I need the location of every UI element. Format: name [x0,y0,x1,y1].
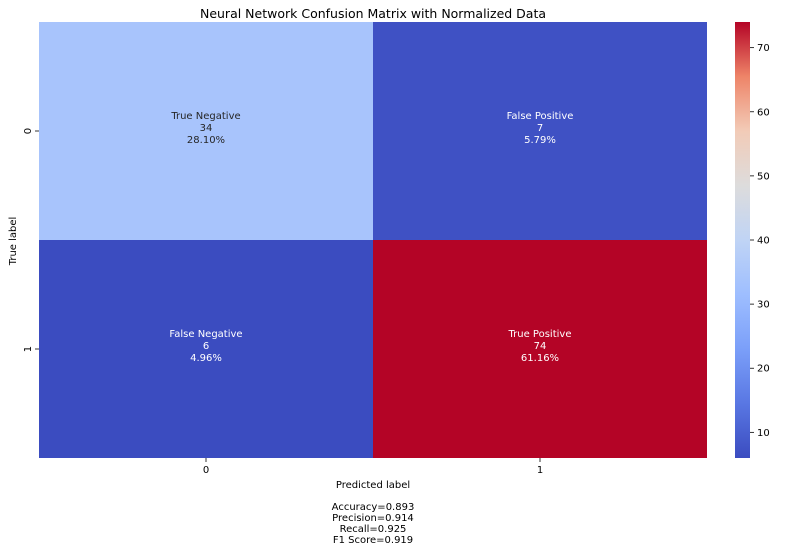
colorbar [735,22,750,458]
metrics-summary: Accuracy=0.893Precision=0.914Recall=0.92… [332,502,415,546]
cell-category-label: False Positive [507,111,574,122]
colorbar-tick-label: 20 [757,364,770,375]
heatmap-cell [373,22,707,240]
colorbar-tick-label: 60 [757,107,770,118]
cell-count-label: 34 [200,123,213,134]
y-tick-label: 1 [23,346,34,352]
cell-percent-label: 61.16% [521,353,559,364]
x-axis-label: Predicted label [336,480,410,491]
heatmap-cell [39,240,373,458]
cell-count-label: 6 [203,341,209,352]
y-axis-ticks: 01 [23,128,39,352]
cell-percent-label: 5.79% [524,135,556,146]
colorbar-tick-label: 50 [757,171,770,182]
colorbar-tick-label: 70 [757,43,770,54]
y-tick-label: 0 [23,128,34,134]
metric-line: Precision=0.914 [332,513,414,524]
heatmap-cell [39,22,373,240]
cell-category-label: True Negative [170,111,240,122]
colorbar-tick-label: 40 [757,236,770,247]
cell-count-label: 74 [534,341,547,352]
cell-percent-label: 28.10% [187,135,225,146]
y-axis-label: True label [8,217,19,267]
chart-title: Neural Network Confusion Matrix with Nor… [200,6,546,21]
metric-line: Recall=0.925 [340,524,407,535]
metric-line: Accuracy=0.893 [332,502,415,513]
colorbar-ticks: 10 20 30 40 50 60 70 [750,43,770,439]
x-tick-label: 1 [537,465,543,476]
colorbar-tick-label: 30 [757,300,770,311]
metric-line: F1 Score=0.919 [333,535,413,546]
cell-percent-label: 4.96% [190,353,222,364]
colorbar-tick-label: 10 [757,428,770,439]
cell-count-label: 7 [537,123,543,134]
x-tick-label: 0 [203,465,209,476]
heatmap-cell [373,240,707,458]
cell-category-label: True Positive [508,329,572,340]
cell-category-label: False Negative [169,329,242,340]
